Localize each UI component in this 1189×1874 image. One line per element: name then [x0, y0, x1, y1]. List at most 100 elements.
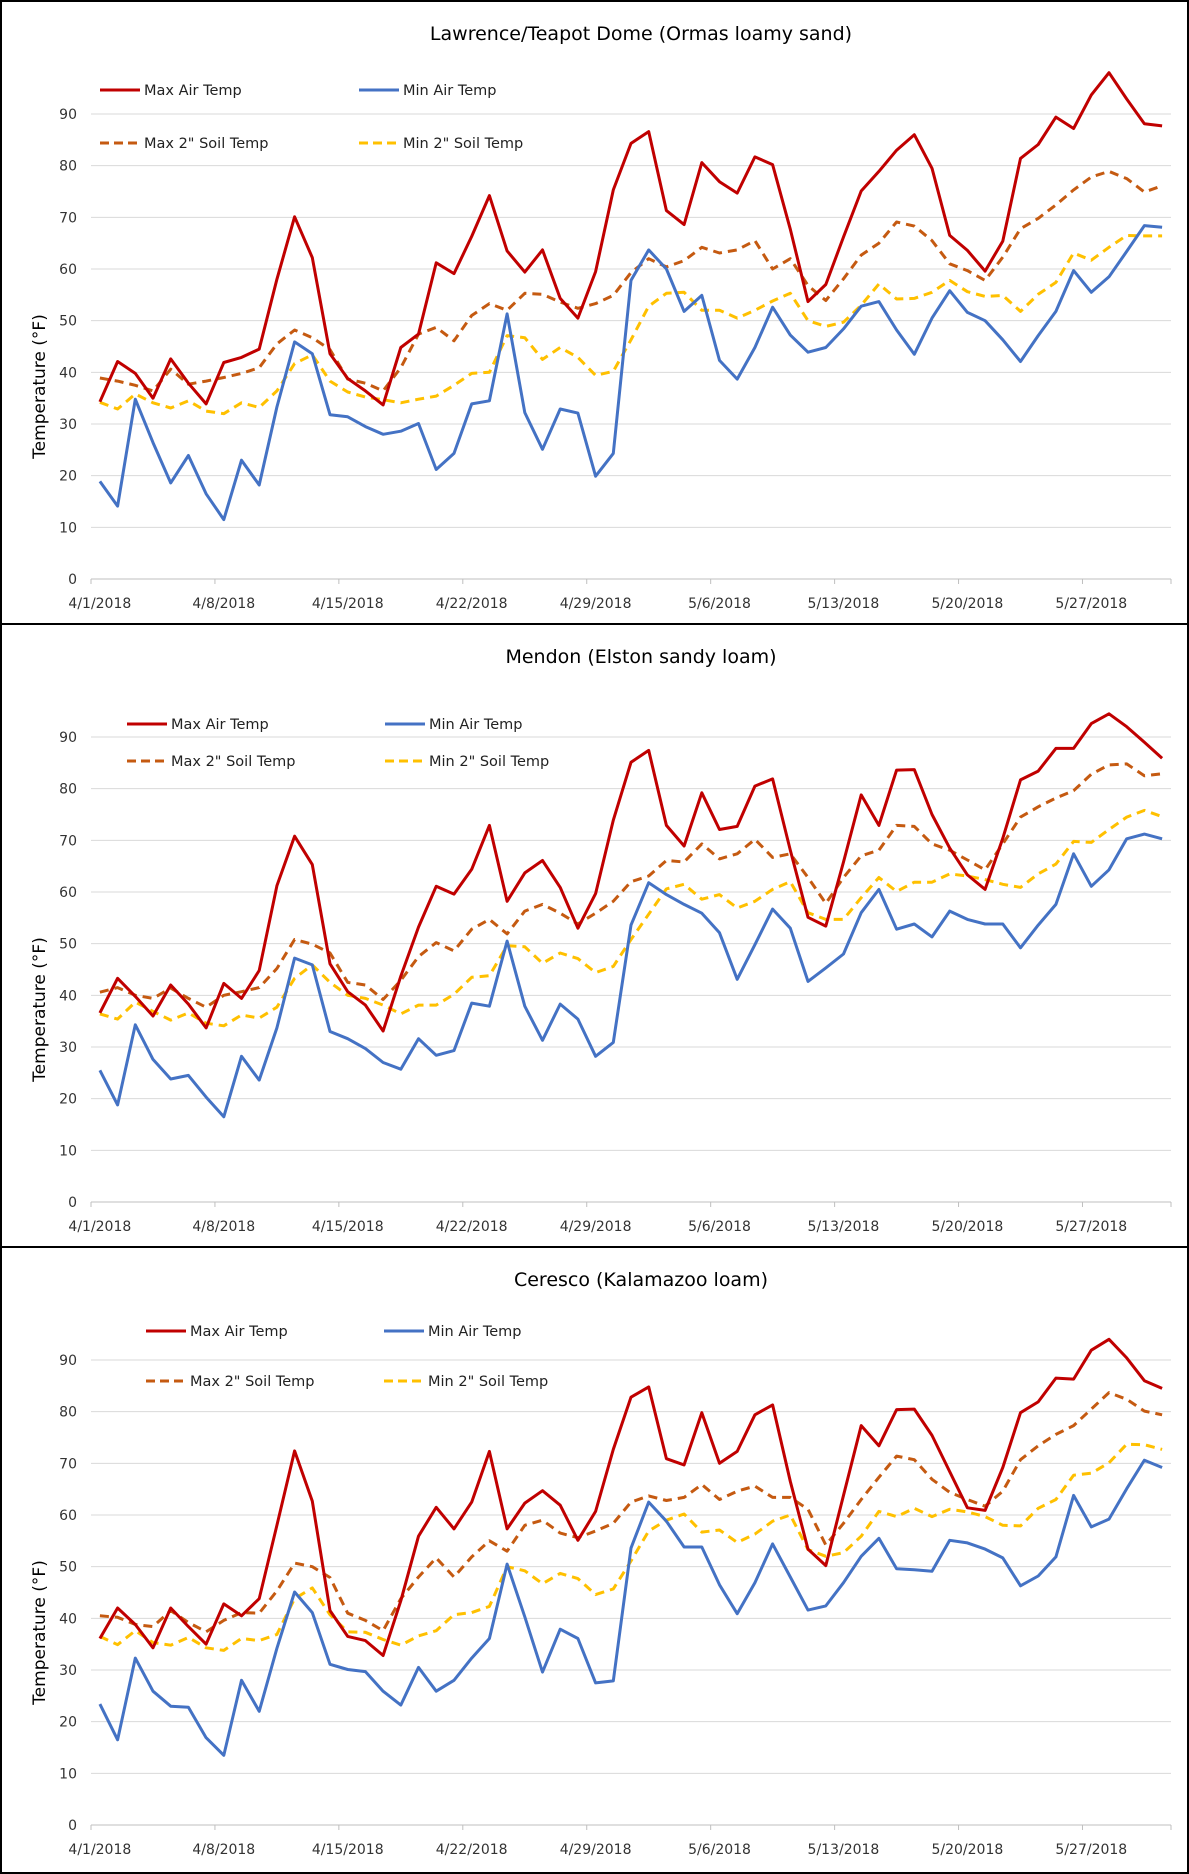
y-tick-label: 30: [59, 1040, 77, 1056]
series-line-min-2-soil-temp: [99, 233, 1163, 416]
chart-panel-mendon: Mendon (Elston sandy loam) Temperature (°…: [0, 623, 1189, 1248]
legend-label: Max 2" Soil Temp: [190, 1374, 314, 1390]
x-tick-label: 4/15/2018: [312, 1219, 384, 1235]
legend-label: Min 2" Soil Temp: [403, 136, 523, 152]
y-tick-label: 10: [59, 1143, 77, 1159]
x-tick-label: 4/15/2018: [312, 596, 384, 612]
legend-item: Max 2" Soil Temp: [127, 754, 295, 770]
chart-panel-lawrence: Lawrence/Teapot Dome (Ormas loamy sand) T…: [0, 0, 1189, 625]
x-tick-label: 4/22/2018: [436, 1219, 508, 1235]
y-tick-label: 60: [59, 885, 77, 901]
legend-item: Max Air Temp: [127, 717, 269, 733]
legend-label: Max 2" Soil Temp: [144, 136, 268, 152]
x-tick-label: 4/1/2018: [68, 1842, 131, 1858]
x-tick-label: 5/27/2018: [1055, 596, 1127, 612]
x-tick-label: 4/15/2018: [312, 1842, 384, 1858]
y-tick-label: 60: [59, 1508, 77, 1524]
legend-item: Min 2" Soil Temp: [384, 1374, 548, 1390]
chart-ceresco: Ceresco (Kalamazoo loam) Temperature (°F)…: [30, 1269, 1172, 1858]
y-tick-label: 0: [68, 572, 77, 588]
y-tick-label: 50: [59, 1560, 77, 1576]
chart-title: Mendon (Elston sandy loam): [505, 646, 776, 668]
x-tick-label: 5/20/2018: [931, 1842, 1003, 1858]
y-tick-label: 60: [59, 262, 77, 278]
x-tick-label: 5/6/2018: [688, 1842, 751, 1858]
y-tick-label: 10: [59, 520, 77, 536]
series-line-min-air-temp: [98, 1458, 1163, 1757]
x-tick-label: 4/1/2018: [68, 1219, 131, 1235]
x-tick-label: 4/22/2018: [436, 596, 508, 612]
series-line-max-2-soil-temp: [99, 1391, 1163, 1634]
series-line-max-2-soil-temp: [99, 762, 1163, 1009]
legend-label: Max Air Temp: [144, 83, 242, 99]
x-tick-label: 4/8/2018: [192, 1219, 255, 1235]
x-tick-label: 5/27/2018: [1055, 1842, 1127, 1858]
y-tick-label: 20: [59, 1092, 77, 1108]
chart-title: Ceresco (Kalamazoo loam): [514, 1269, 768, 1291]
x-tick-label: 4/29/2018: [560, 1842, 632, 1858]
x-tick-label: 4/8/2018: [192, 596, 255, 612]
y-axis-label: Temperature (°F): [30, 314, 50, 460]
legend-item: Min Air Temp: [385, 717, 523, 733]
y-tick-label: 20: [59, 1715, 77, 1731]
x-tick-label: 4/8/2018: [192, 1842, 255, 1858]
legend-label: Min Air Temp: [428, 1324, 522, 1340]
series-line-max-air-temp: [98, 71, 1163, 407]
legend-item: Max 2" Soil Temp: [146, 1374, 314, 1390]
y-tick-label: 90: [59, 730, 77, 746]
x-tick-label: 5/27/2018: [1055, 1219, 1127, 1235]
y-tick-label: 80: [59, 1405, 77, 1421]
y-tick-label: 0: [68, 1818, 77, 1834]
y-tick-label: 40: [59, 365, 77, 381]
series-line-min-air-temp: [98, 832, 1163, 1119]
legend-label: Max Air Temp: [171, 717, 269, 733]
x-tick-label: 4/22/2018: [436, 1842, 508, 1858]
x-tick-label: 4/29/2018: [560, 596, 632, 612]
y-tick-label: 30: [59, 417, 77, 433]
y-tick-label: 50: [59, 314, 77, 330]
legend-item: Min 2" Soil Temp: [385, 754, 549, 770]
legend-item: Max Air Temp: [146, 1324, 288, 1340]
legend-label: Max 2" Soil Temp: [171, 754, 295, 770]
series-line-min-2-soil-temp: [99, 1442, 1163, 1652]
y-tick-label: 70: [59, 1456, 77, 1472]
x-tick-label: 4/1/2018: [68, 596, 131, 612]
legend-label: Min 2" Soil Temp: [428, 1374, 548, 1390]
y-tick-label: 80: [59, 159, 77, 175]
y-tick-label: 10: [59, 1766, 77, 1782]
x-tick-label: 5/6/2018: [688, 596, 751, 612]
y-tick-label: 90: [59, 107, 77, 123]
x-tick-label: 4/29/2018: [560, 1219, 632, 1235]
x-tick-label: 5/13/2018: [808, 1219, 880, 1235]
chart-mendon: Mendon (Elston sandy loam) Temperature (°…: [30, 646, 1172, 1235]
y-tick-label: 80: [59, 782, 77, 798]
legend-item: Min 2" Soil Temp: [359, 136, 523, 152]
legend-label: Min Air Temp: [403, 83, 497, 99]
y-tick-label: 50: [59, 937, 77, 953]
y-tick-label: 70: [59, 833, 77, 849]
legend-label: Max Air Temp: [190, 1324, 288, 1340]
y-tick-label: 40: [59, 988, 77, 1004]
y-tick-label: 0: [68, 1195, 77, 1211]
y-axis-label: Temperature (°F): [30, 1560, 50, 1706]
legend-label: Min Air Temp: [429, 717, 523, 733]
chart-title: Lawrence/Teapot Dome (Ormas loamy sand): [430, 23, 852, 45]
x-tick-label: 5/6/2018: [688, 1219, 751, 1235]
legend-item: Max Air Temp: [100, 83, 242, 99]
chart-lawrence: Lawrence/Teapot Dome (Ormas loamy sand) T…: [30, 23, 1172, 612]
legend-item: Min Air Temp: [384, 1324, 522, 1340]
legend-item: Max 2" Soil Temp: [100, 136, 268, 152]
series-line-min-air-temp: [98, 224, 1163, 522]
x-tick-label: 5/13/2018: [808, 596, 880, 612]
x-tick-label: 5/20/2018: [931, 1219, 1003, 1235]
y-tick-label: 30: [59, 1663, 77, 1679]
legend-item: Min Air Temp: [359, 83, 497, 99]
y-tick-label: 20: [59, 469, 77, 485]
y-axis-label: Temperature (°F): [30, 937, 50, 1083]
chart-panel-ceresco: Ceresco (Kalamazoo loam) Temperature (°F)…: [0, 1246, 1189, 1874]
y-tick-label: 70: [59, 210, 77, 226]
y-tick-label: 40: [59, 1611, 77, 1627]
legend-label: Min 2" Soil Temp: [429, 754, 549, 770]
x-tick-label: 5/20/2018: [931, 596, 1003, 612]
y-tick-label: 90: [59, 1353, 77, 1369]
